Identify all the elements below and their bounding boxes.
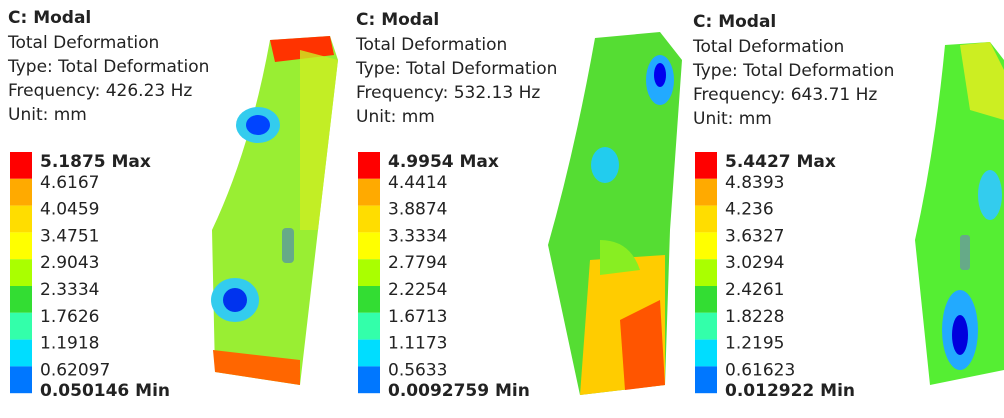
- legend-label: 1.7626: [40, 307, 99, 327]
- panel-title: C: Modal: [356, 10, 439, 30]
- panels: C: Modal Total Deformation Type: Total Def…: [7, 8, 894, 401]
- legend-label: 2.2254: [388, 280, 447, 300]
- legend-label: 5.4427 Max: [725, 152, 836, 172]
- legend-color: [10, 232, 32, 259]
- legend-label: 4.9954 Max: [388, 152, 499, 172]
- legend-label: 0.012922 Min: [725, 381, 855, 401]
- legend-label: 0.050146 Min: [40, 381, 170, 401]
- legend-label: 3.3334: [388, 226, 447, 246]
- legend-label: 1.8228: [725, 307, 784, 327]
- legend-label: 1.1918: [40, 334, 99, 354]
- panel-type: Type: Total Deformation: [355, 59, 557, 79]
- panel-frequency: Frequency: 426.23 Hz: [8, 81, 192, 101]
- legend-label: 3.6327: [725, 226, 784, 246]
- legend-color: [358, 206, 380, 233]
- legend-label: 3.0294: [725, 253, 784, 273]
- legend-label: 0.62097: [40, 360, 110, 380]
- legend-color: [10, 286, 32, 313]
- panel-unit: Unit: mm: [693, 109, 772, 129]
- panel-unit: Unit: mm: [8, 105, 87, 125]
- panel-unit: Unit: mm: [356, 107, 435, 127]
- panel-subtitle: Total Deformation: [692, 37, 844, 57]
- legend-color: [358, 313, 380, 340]
- legend-label: 4.6167: [40, 173, 99, 193]
- legend-label: 1.6713: [388, 307, 447, 327]
- legend-color: [695, 366, 717, 393]
- legend-label: 1.1173: [388, 334, 447, 354]
- legend-color: [358, 259, 380, 286]
- panel-type: Type: Total Deformation: [7, 57, 209, 77]
- legend-color: [358, 366, 380, 393]
- legend-color: [695, 206, 717, 233]
- panel-subtitle: Total Deformation: [355, 35, 507, 55]
- legend-label: 4.0459: [40, 200, 99, 220]
- legend-label: 1.2195: [725, 334, 784, 354]
- legend-color: [358, 232, 380, 259]
- legend-label: 2.4261: [725, 280, 784, 300]
- legend-color: [10, 366, 32, 393]
- legend-label: 5.1875 Max: [40, 152, 151, 172]
- legend-color: [695, 152, 717, 179]
- legend-label: 4.4414: [388, 173, 447, 193]
- legend-color: [695, 286, 717, 313]
- legend-label: 2.7794: [388, 253, 447, 273]
- part-1: [211, 36, 338, 385]
- legend-color: [695, 313, 717, 340]
- legend-label: 2.9043: [40, 253, 99, 273]
- legend-color: [358, 179, 380, 206]
- part-2: [548, 32, 682, 395]
- panel-frequency: Frequency: 643.71 Hz: [693, 85, 877, 105]
- legend-label: 4.236: [725, 200, 774, 220]
- legend-label: 0.61623: [725, 360, 795, 380]
- legend-label: 0.5633: [388, 360, 447, 380]
- legend-color: [10, 152, 32, 179]
- legend-color: [10, 340, 32, 367]
- panel-title: C: Modal: [8, 8, 91, 28]
- panel-type: Type: Total Deformation: [692, 61, 894, 81]
- figure: C: Modal Total Deformation Type: Total Def…: [0, 0, 1004, 418]
- panel-title: C: Modal: [693, 12, 776, 32]
- legend-color: [695, 259, 717, 286]
- panel-frequency: Frequency: 532.13 Hz: [356, 83, 540, 103]
- legend-color: [10, 206, 32, 233]
- legend-color: [358, 340, 380, 367]
- legend-label: 0.0092759 Min: [388, 381, 530, 401]
- legend-label: 2.3334: [40, 280, 99, 300]
- legend-label: 4.8393: [725, 173, 784, 193]
- legend-color: [695, 340, 717, 367]
- legend-color: [10, 259, 32, 286]
- legend-color: [695, 179, 717, 206]
- legend-color: [10, 179, 32, 206]
- part-3: [915, 42, 1004, 385]
- legend-color: [358, 286, 380, 313]
- screenshot: C: Modal Total Deformation Type: Total Def…: [0, 0, 1004, 418]
- legend-color: [695, 232, 717, 259]
- legend-label: 3.8874: [388, 200, 447, 220]
- legend-label: 3.4751: [40, 226, 99, 246]
- legend-color: [10, 313, 32, 340]
- panel-subtitle: Total Deformation: [7, 33, 159, 53]
- legend-color: [358, 152, 380, 179]
